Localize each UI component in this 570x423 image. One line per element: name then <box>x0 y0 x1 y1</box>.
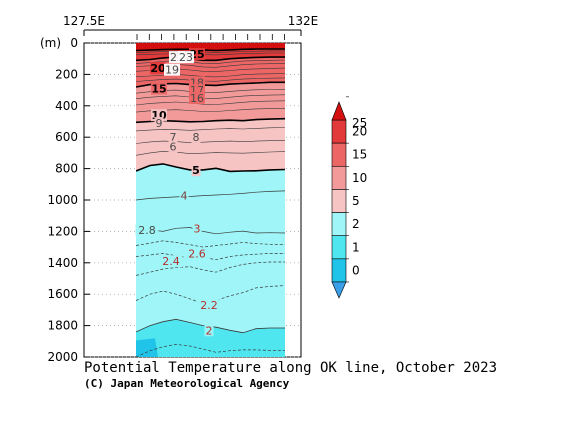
contour-label-bg <box>135 223 159 236</box>
contour-label: 2.8 <box>138 224 156 237</box>
contour-4 <box>136 190 285 201</box>
x-top-label-right: 132E <box>288 14 319 28</box>
colorbar-label: 1 <box>352 240 360 254</box>
contour-label: 4 <box>181 189 188 202</box>
x-top-label-left: 127.5E <box>63 14 105 28</box>
contour-label: 20 <box>150 62 166 75</box>
colorbar-label: 10 <box>352 171 367 185</box>
contour-line <box>136 127 285 132</box>
contour-line <box>136 77 285 82</box>
contour-line <box>136 52 285 56</box>
top-axis: 127.5E 132E <box>63 14 318 36</box>
contour-line <box>136 50 285 53</box>
y-tick-label: 600 <box>55 130 78 144</box>
colorbar-segment <box>331 189 347 213</box>
band-2-to-5 <box>136 163 285 357</box>
contour-label: 7 <box>170 131 177 144</box>
colorbar-segment <box>331 235 347 260</box>
contour-label: 19 <box>165 64 179 77</box>
y-tick-label: 1400 <box>47 256 78 270</box>
contour-label: 23 <box>179 51 193 64</box>
y-tick-label: 1200 <box>47 224 78 238</box>
contour-2.8 <box>136 240 285 248</box>
contour-label-bg <box>179 189 189 202</box>
chart-title: Potential Temperature along OK line, Oct… <box>84 360 497 376</box>
y-axis: 0 200 400 600 800 1000 1200 1400 1600 1800 2000 <box>47 36 90 364</box>
colorbar-segment <box>331 165 347 190</box>
colorbar-label: 20 <box>352 125 367 139</box>
y-tick-label: 2000 <box>47 350 78 364</box>
contour-deep <box>136 344 285 357</box>
contour-label: 2.4 <box>162 255 180 268</box>
colorbar-label: 2 <box>352 217 360 231</box>
contour-label: 2.2 <box>200 299 218 312</box>
contour-line <box>136 150 285 156</box>
contour-20 <box>136 56 285 62</box>
section-data <box>136 43 285 357</box>
y-tick-label: 1800 <box>47 319 78 333</box>
contour-label-bg <box>150 62 166 75</box>
contour-label: 9 <box>156 117 163 130</box>
contour-label: 3 <box>194 222 201 235</box>
y-tick-label: 200 <box>55 67 78 81</box>
colorbar-segment <box>331 258 347 283</box>
contour-label: 16 <box>190 92 204 105</box>
colorbar-label: 25 <box>352 116 367 130</box>
contour-line <box>136 94 285 99</box>
colorbar-segment <box>331 212 347 237</box>
colorbar-segment <box>331 119 347 144</box>
contour-line <box>136 140 285 144</box>
contour-label-bg <box>197 299 221 312</box>
contour-label-bg <box>159 255 183 268</box>
contour-label: 5 <box>192 164 200 177</box>
contour-5 <box>136 163 285 173</box>
contour-label-bg <box>191 131 201 144</box>
contour-label-bg <box>204 324 214 337</box>
band-10-to-15 <box>136 82 285 123</box>
y-unit-label: (m) <box>40 36 61 50</box>
contour-line <box>136 59 285 65</box>
band-cold-core <box>136 338 158 357</box>
contour-label: 15 <box>151 83 166 96</box>
colorbar-bottom-arrow <box>331 281 347 299</box>
band-1-to-2 <box>136 319 285 357</box>
y-tick-label: 800 <box>55 162 78 176</box>
contour-25 <box>136 48 285 52</box>
colorbar-label: 0 <box>352 263 360 277</box>
contour-label: 8 <box>193 131 200 144</box>
y-tick-label: 1600 <box>47 287 78 301</box>
contour-line <box>136 73 285 78</box>
y-tick-label: 1000 <box>47 193 78 207</box>
contour-label: 6 <box>170 141 177 154</box>
colorbar-top-arrow <box>331 101 347 121</box>
contour-2.4 <box>136 261 285 276</box>
contour-label-bg <box>185 247 209 260</box>
contour-label-bg <box>154 117 164 130</box>
y-tick-label: 0 <box>70 36 78 50</box>
contour-label-bg <box>168 131 178 144</box>
contour-label-bg <box>168 140 178 153</box>
credit-text: (C) Japan Meteorological Agency <box>84 377 290 390</box>
contour-label-bg <box>164 63 180 76</box>
contour-label-bg <box>191 164 201 177</box>
contour-label-bg <box>178 51 194 64</box>
contour-label-bg <box>151 82 167 95</box>
colorbar-segment <box>331 142 347 167</box>
station-ticks <box>136 34 286 40</box>
y-tick-label: 400 <box>55 99 78 113</box>
contour-label: 2.6 <box>188 247 206 260</box>
colorbar-label: 5 <box>352 194 360 208</box>
colorbar-label: 15 <box>352 148 367 162</box>
contour-line <box>136 100 285 106</box>
contour-3 <box>136 227 285 235</box>
contour-label-bg <box>192 222 202 235</box>
contour-label-bg <box>189 91 205 104</box>
contour-label: 2 <box>206 324 213 337</box>
